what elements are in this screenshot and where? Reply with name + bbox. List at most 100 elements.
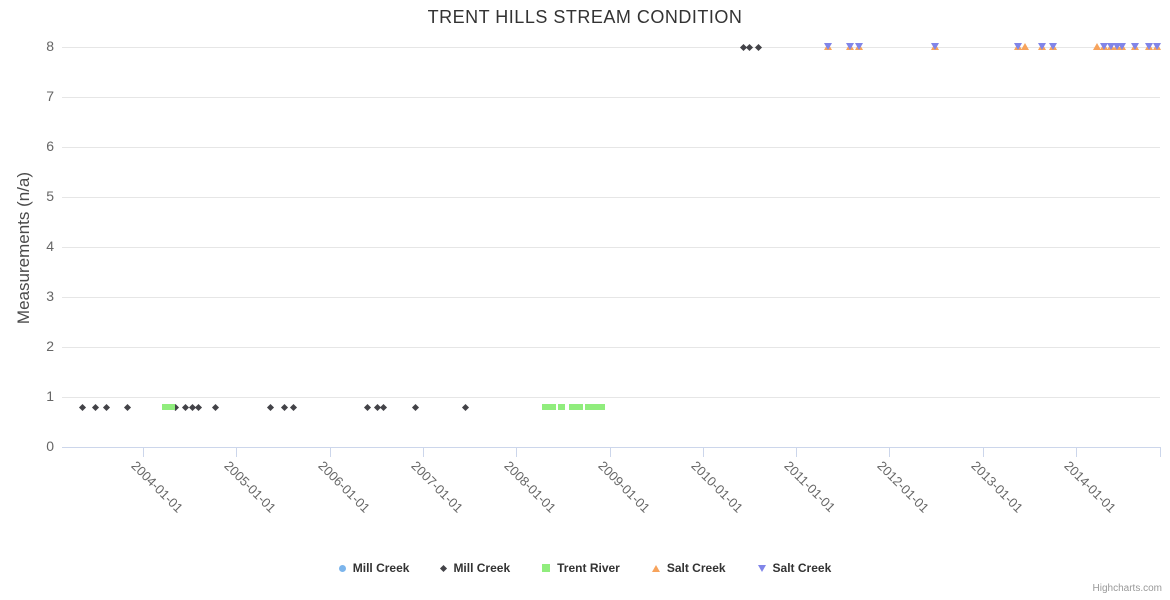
point-salt-creek-triangle-down[interactable]	[854, 42, 863, 50]
point-mill-creek-diamond[interactable]	[380, 403, 388, 411]
y-gridline	[62, 146, 1160, 148]
point-salt-creek-triangle-down[interactable]	[1100, 42, 1109, 50]
legend-label: Mill Creek	[352, 561, 410, 575]
point-trent-river-square[interactable]	[557, 404, 565, 410]
point-salt-creek-triangle-down[interactable]	[1038, 42, 1047, 50]
point-salt-creek-triangle-down[interactable]	[931, 42, 940, 50]
point-trent-river-square[interactable]	[549, 404, 557, 410]
point-salt-creek-triangle-down[interactable]	[1113, 42, 1122, 50]
point-salt-creek-triangle-down[interactable]	[1117, 42, 1126, 50]
legend-label: Trent River	[557, 561, 620, 575]
point-salt-creek-triangle-down[interactable]	[1107, 42, 1116, 50]
legend-item-salt-creek-triangle-down[interactable]: Salt Creek	[757, 561, 832, 575]
circle-marker-icon	[338, 564, 346, 572]
chart-title: TRENT HILLS STREAM CONDITION	[427, 7, 743, 27]
x-axis-label: 2008-01-01	[501, 458, 560, 516]
x-tick-mark	[143, 447, 144, 457]
point-salt-creek-triangle-down[interactable]	[1130, 42, 1139, 50]
point-trent-river-square[interactable]	[162, 404, 170, 410]
legend-label: Mill Creek	[453, 561, 511, 575]
y-gridline	[62, 246, 1160, 248]
x-axis-label: 2009-01-01	[594, 458, 653, 516]
point-trent-river-square[interactable]	[597, 404, 605, 410]
y-axis-label: 4	[46, 238, 54, 254]
y-axis-label: 5	[46, 188, 54, 204]
x-axis-label: 2006-01-01	[315, 458, 373, 516]
x-axis-label: 2014-01-01	[1061, 458, 1120, 516]
point-mill-creek-diamond[interactable]	[103, 403, 111, 411]
point-mill-creek-diamond[interactable]	[461, 403, 469, 411]
point-salt-creek-triangle-down[interactable]	[1153, 42, 1162, 50]
x-tick-mark	[236, 447, 237, 457]
point-mill-creek-diamond[interactable]	[412, 403, 420, 411]
legend-item-mill-creek-circle[interactable]: Mill Creek	[338, 561, 410, 575]
point-mill-creek-diamond[interactable]	[281, 403, 289, 411]
legend-item-salt-creek-triangle-up[interactable]: Salt Creek	[651, 561, 726, 575]
legend-item-mill-creek-diamond[interactable]: Mill Creek	[440, 561, 511, 575]
point-salt-creek-triangle-up[interactable]	[1020, 43, 1029, 50]
point-mill-creek-diamond[interactable]	[78, 403, 87, 411]
point-trent-river-square[interactable]	[591, 404, 599, 410]
point-salt-creek-triangle-down[interactable]	[1014, 42, 1023, 50]
x-axis-label: 2010-01-01	[688, 458, 746, 516]
legend-item-trent-river-square[interactable]: Trent River	[542, 561, 620, 575]
y-gridline	[62, 446, 1160, 448]
point-mill-creek-diamond[interactable]	[212, 403, 220, 411]
x-tick-mark	[1160, 447, 1161, 457]
triangle-up-marker-icon	[651, 564, 660, 572]
x-axis-label: 2004-01-01	[128, 458, 187, 516]
y-gridline	[62, 196, 1160, 198]
point-salt-creek-triangle-down[interactable]	[846, 42, 855, 50]
x-tick-mark	[610, 447, 611, 457]
y-axis-label: 0	[46, 438, 54, 454]
x-tick-mark	[983, 447, 984, 457]
legend-label: Salt Creek	[666, 561, 726, 575]
y-gridline	[62, 396, 1160, 398]
point-mill-creek-diamond[interactable]	[194, 403, 202, 411]
y-gridline	[62, 346, 1160, 348]
diamond-marker-icon	[440, 564, 448, 572]
x-tick-mark	[796, 447, 797, 457]
x-axis-label: 2011-01-01	[781, 458, 839, 515]
point-mill-creek-diamond[interactable]	[364, 403, 372, 411]
point-mill-creek-diamond[interactable]	[755, 43, 763, 51]
point-mill-creek-diamond[interactable]	[289, 403, 297, 411]
x-tick-mark	[889, 447, 890, 457]
x-tick-mark	[330, 447, 331, 457]
triangle-down-marker-icon	[757, 564, 766, 572]
point-salt-creek-triangle-down[interactable]	[1048, 42, 1057, 50]
point-trent-river-square[interactable]	[568, 404, 576, 410]
x-tick-mark	[1076, 447, 1077, 457]
y-axis-label: 8	[46, 38, 54, 54]
y-axis-label: 1	[46, 388, 54, 404]
y-gridline	[62, 46, 1160, 48]
square-marker-icon	[542, 564, 551, 572]
y-axis-label: 3	[46, 288, 54, 304]
y-axis-label: 7	[46, 88, 54, 104]
x-tick-mark	[516, 447, 517, 457]
point-mill-creek-diamond[interactable]	[92, 403, 100, 411]
legend-label: Salt Creek	[772, 561, 832, 575]
point-trent-river-square[interactable]	[167, 404, 175, 410]
point-mill-creek-diamond[interactable]	[123, 403, 131, 411]
point-salt-creek-triangle-down[interactable]	[1144, 42, 1153, 50]
point-trent-river-square[interactable]	[584, 404, 592, 410]
y-gridline	[62, 296, 1160, 298]
y-gridline	[62, 96, 1160, 98]
y-axis-label: 6	[46, 138, 54, 154]
y-axis-label: 2	[46, 338, 54, 354]
point-mill-creek-diamond[interactable]	[745, 43, 754, 51]
x-tick-mark	[423, 447, 424, 457]
point-salt-creek-triangle-down[interactable]	[823, 42, 832, 50]
highcharts-credits-link[interactable]: Highcharts.com	[1092, 583, 1162, 594]
legend: Mill Creek Mill Creek Trent River Salt Cree…	[0, 561, 1170, 575]
x-tick-mark	[703, 447, 704, 457]
x-axis-label: 2012-01-01	[874, 458, 933, 516]
point-trent-river-square[interactable]	[576, 404, 584, 410]
point-trent-river-square[interactable]	[541, 404, 549, 410]
point-mill-creek-diamond[interactable]	[266, 403, 274, 411]
x-axis-label: 2013-01-01	[968, 458, 1026, 516]
x-axis-label: 2007-01-01	[408, 458, 467, 516]
point-salt-creek-triangle-up[interactable]	[1092, 43, 1101, 50]
